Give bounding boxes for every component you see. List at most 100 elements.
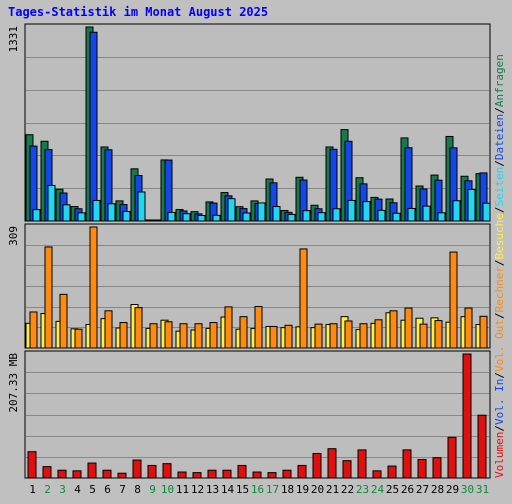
x-tick-label: 12 bbox=[191, 483, 204, 496]
legend-separator: / bbox=[493, 372, 506, 379]
bar-rechner-day-30 bbox=[464, 307, 473, 349]
bar-volumen-day-12 bbox=[192, 472, 202, 479]
bar-seiten-day-15 bbox=[242, 212, 251, 222]
bar-volumen-day-28 bbox=[432, 457, 442, 479]
bar-rechner-day-14 bbox=[224, 306, 233, 349]
x-tick-label: 26 bbox=[401, 483, 414, 496]
bar-rechner-day-29 bbox=[449, 251, 458, 349]
x-tick-label: 28 bbox=[431, 483, 444, 496]
bar-seiten-day-8 bbox=[137, 191, 146, 222]
legend-item-volumen: Volumen bbox=[493, 432, 506, 478]
x-tick-label: 21 bbox=[326, 483, 339, 496]
x-tick-label: 31 bbox=[476, 483, 489, 496]
legend-separator: / bbox=[493, 425, 506, 432]
bar-volumen-day-10 bbox=[162, 463, 172, 479]
bar-seiten-day-17 bbox=[272, 206, 281, 222]
legend-item-vol_out: Vol. Out bbox=[493, 319, 506, 372]
bar-rechner-day-21 bbox=[329, 323, 338, 349]
bar-volumen-day-21 bbox=[327, 448, 337, 479]
x-tick-label: 9 bbox=[149, 483, 156, 496]
x-tick-label: 17 bbox=[266, 483, 279, 496]
bar-seiten-day-18 bbox=[287, 213, 296, 222]
legend-separator: / bbox=[493, 259, 506, 266]
legend-text: Volumen/Vol. In/Vol. Out/Rechner/Besuche… bbox=[493, 54, 506, 478]
panel-besuche: 309 bbox=[7, 223, 491, 349]
x-tick-label: 4 bbox=[74, 483, 81, 496]
bar-rechner-day-16 bbox=[254, 305, 263, 349]
bar-seiten-day-24 bbox=[377, 209, 386, 222]
legend-item-rechner: Rechner bbox=[493, 266, 506, 313]
bar-seiten-day-26 bbox=[407, 207, 416, 222]
bar-volumen-day-22 bbox=[342, 460, 352, 479]
bar-seiten-day-1 bbox=[32, 209, 41, 222]
bar-volumen-day-11 bbox=[177, 471, 187, 479]
x-tick-label: 23 bbox=[356, 483, 369, 496]
bar-volumen-day-30 bbox=[462, 353, 472, 479]
bar-volumen-day-7 bbox=[117, 472, 127, 479]
bar-rechner-day-22 bbox=[344, 320, 353, 349]
bar-volumen-day-16 bbox=[252, 471, 262, 479]
legend-separator: / bbox=[493, 107, 506, 114]
bar-seiten-day-30 bbox=[467, 189, 476, 222]
x-tick-label: 16 bbox=[251, 483, 264, 496]
bar-volumen-day-19 bbox=[297, 464, 307, 479]
chart-title: Tages-Statistik im Monat August 2025 bbox=[8, 5, 268, 19]
bar-volumen-day-4 bbox=[72, 470, 82, 479]
bar-rechner-day-10 bbox=[164, 321, 173, 349]
bar-rechner-day-11 bbox=[179, 323, 188, 349]
x-tick-label: 5 bbox=[89, 483, 96, 496]
x-tick-label: 11 bbox=[176, 483, 189, 496]
bar-rechner-day-6 bbox=[104, 310, 113, 349]
chart-legend: Volumen/Vol. In/Vol. Out/Rechner/Besuche… bbox=[493, 54, 506, 478]
bar-seiten-day-25 bbox=[392, 212, 401, 222]
x-tick-label: 15 bbox=[236, 483, 249, 496]
y-max-label: 1331 bbox=[7, 26, 20, 53]
bar-rechner-day-3 bbox=[59, 293, 68, 349]
bar-seiten-day-5 bbox=[92, 199, 101, 222]
x-tick-label: 22 bbox=[341, 483, 354, 496]
bar-rechner-day-5 bbox=[89, 226, 98, 349]
legend-separator: / bbox=[493, 206, 506, 213]
bar-rechner-day-7 bbox=[119, 322, 128, 349]
x-tick-label: 3 bbox=[59, 483, 66, 496]
bar-seiten-day-27 bbox=[422, 205, 431, 222]
bar-rechner-day-31 bbox=[479, 315, 488, 349]
bar-rechner-day-23 bbox=[359, 323, 368, 349]
legend-item-vol_in: Vol. In bbox=[493, 379, 506, 425]
bar-volumen-day-29 bbox=[447, 436, 457, 479]
x-tick-label: 7 bbox=[119, 483, 126, 496]
x-tick-label: 20 bbox=[311, 483, 324, 496]
bar-rechner-day-15 bbox=[239, 316, 248, 349]
bar-seiten-day-16 bbox=[257, 202, 266, 222]
bar-volumen-day-31 bbox=[477, 414, 487, 479]
legend-item-anfragen: Anfragen bbox=[493, 54, 506, 107]
bar-volumen-day-17 bbox=[267, 472, 277, 479]
bar-seiten-day-12 bbox=[197, 214, 206, 222]
legend-item-dateien: Dateien bbox=[493, 114, 506, 160]
bar-rechner-day-4 bbox=[74, 328, 83, 349]
legend-item-seiten: Seiten bbox=[493, 167, 506, 207]
legend-separator: / bbox=[493, 312, 506, 319]
bar-rechner-day-12 bbox=[194, 323, 203, 349]
bar-rechner-day-13 bbox=[209, 322, 218, 349]
bar-volumen-day-14 bbox=[222, 469, 232, 479]
legend-separator: / bbox=[493, 160, 506, 167]
bar-seiten-day-10 bbox=[167, 211, 176, 222]
x-tick-label: 24 bbox=[371, 483, 385, 496]
bar-rechner-day-20 bbox=[314, 323, 323, 349]
x-tick-label: 8 bbox=[134, 483, 141, 496]
bar-volumen-day-8 bbox=[132, 459, 142, 479]
bar-dateien-day-5 bbox=[89, 31, 98, 222]
bar-volumen-day-2 bbox=[42, 466, 52, 479]
x-tick-label: 30 bbox=[461, 483, 474, 496]
panel-anfragen: 1331 bbox=[7, 23, 491, 222]
x-tick-label: 6 bbox=[104, 483, 111, 496]
bar-seiten-day-9 bbox=[152, 219, 161, 222]
bar-volumen-day-25 bbox=[387, 465, 397, 479]
bar-volumen-day-13 bbox=[207, 469, 217, 479]
bar-volumen-day-18 bbox=[282, 469, 292, 479]
x-tick-label: 19 bbox=[296, 483, 309, 496]
bar-volumen-day-27 bbox=[417, 458, 427, 479]
bar-volumen-day-5 bbox=[87, 462, 97, 479]
